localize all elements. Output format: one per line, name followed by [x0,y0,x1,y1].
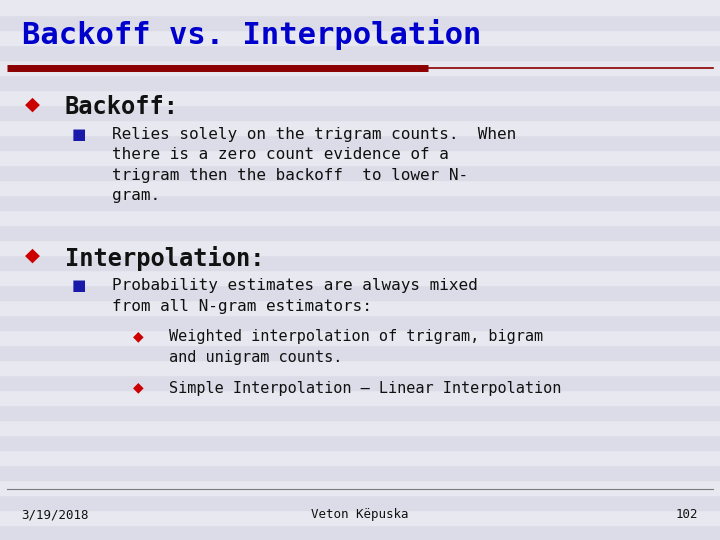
Text: Probability estimates are always mixed
from all N-gram estimators:: Probability estimates are always mixed f… [112,278,477,314]
Bar [0,30,720,45]
Bar [0,525,720,540]
Bar [0,480,720,495]
Bar [0,300,720,315]
Bar [0,135,720,150]
Bar [0,420,720,435]
Text: ◆: ◆ [133,381,144,395]
Bar [0,0,720,15]
Bar [0,75,720,90]
Bar [0,90,720,105]
Bar [0,150,720,165]
Text: ■: ■ [72,127,86,142]
Bar [0,225,720,240]
Bar [0,15,720,30]
Bar [0,510,720,525]
Bar [0,270,720,285]
Bar [0,285,720,300]
Text: 102: 102 [676,508,698,521]
Bar [0,105,720,120]
Bar [0,255,720,270]
Bar [0,180,720,195]
Bar [0,390,720,405]
Bar [0,240,720,255]
Text: ◆: ◆ [25,94,40,113]
Text: Relies solely on the trigram counts.  When
there is a zero count evidence of a
t: Relies solely on the trigram counts. Whe… [112,127,516,203]
Bar [0,60,720,75]
Text: ◆: ◆ [133,329,144,343]
Text: Simple Interpolation – Linear Interpolation: Simple Interpolation – Linear Interpolat… [169,381,562,396]
Text: ◆: ◆ [25,246,40,265]
Bar [0,375,720,390]
Text: Interpolation:: Interpolation: [65,246,264,271]
Text: Backoff:: Backoff: [65,94,179,118]
Text: ■: ■ [72,278,86,293]
Bar [0,165,720,180]
Bar [0,435,720,450]
Bar [0,465,720,480]
Bar [0,315,720,330]
Text: Veton Këpuska: Veton Këpuska [311,508,409,521]
Text: 3/19/2018: 3/19/2018 [22,508,89,521]
Bar [0,120,720,135]
Bar [0,405,720,420]
Bar [0,45,720,60]
Bar [0,330,720,345]
Bar [0,450,720,465]
Bar [0,360,720,375]
Bar [0,210,720,225]
Text: Weighted interpolation of trigram, bigram
and unigram counts.: Weighted interpolation of trigram, bigra… [169,329,544,365]
Bar [0,195,720,210]
Text: Backoff vs. Interpolation: Backoff vs. Interpolation [22,19,481,50]
Bar [0,495,720,510]
Bar [0,345,720,360]
